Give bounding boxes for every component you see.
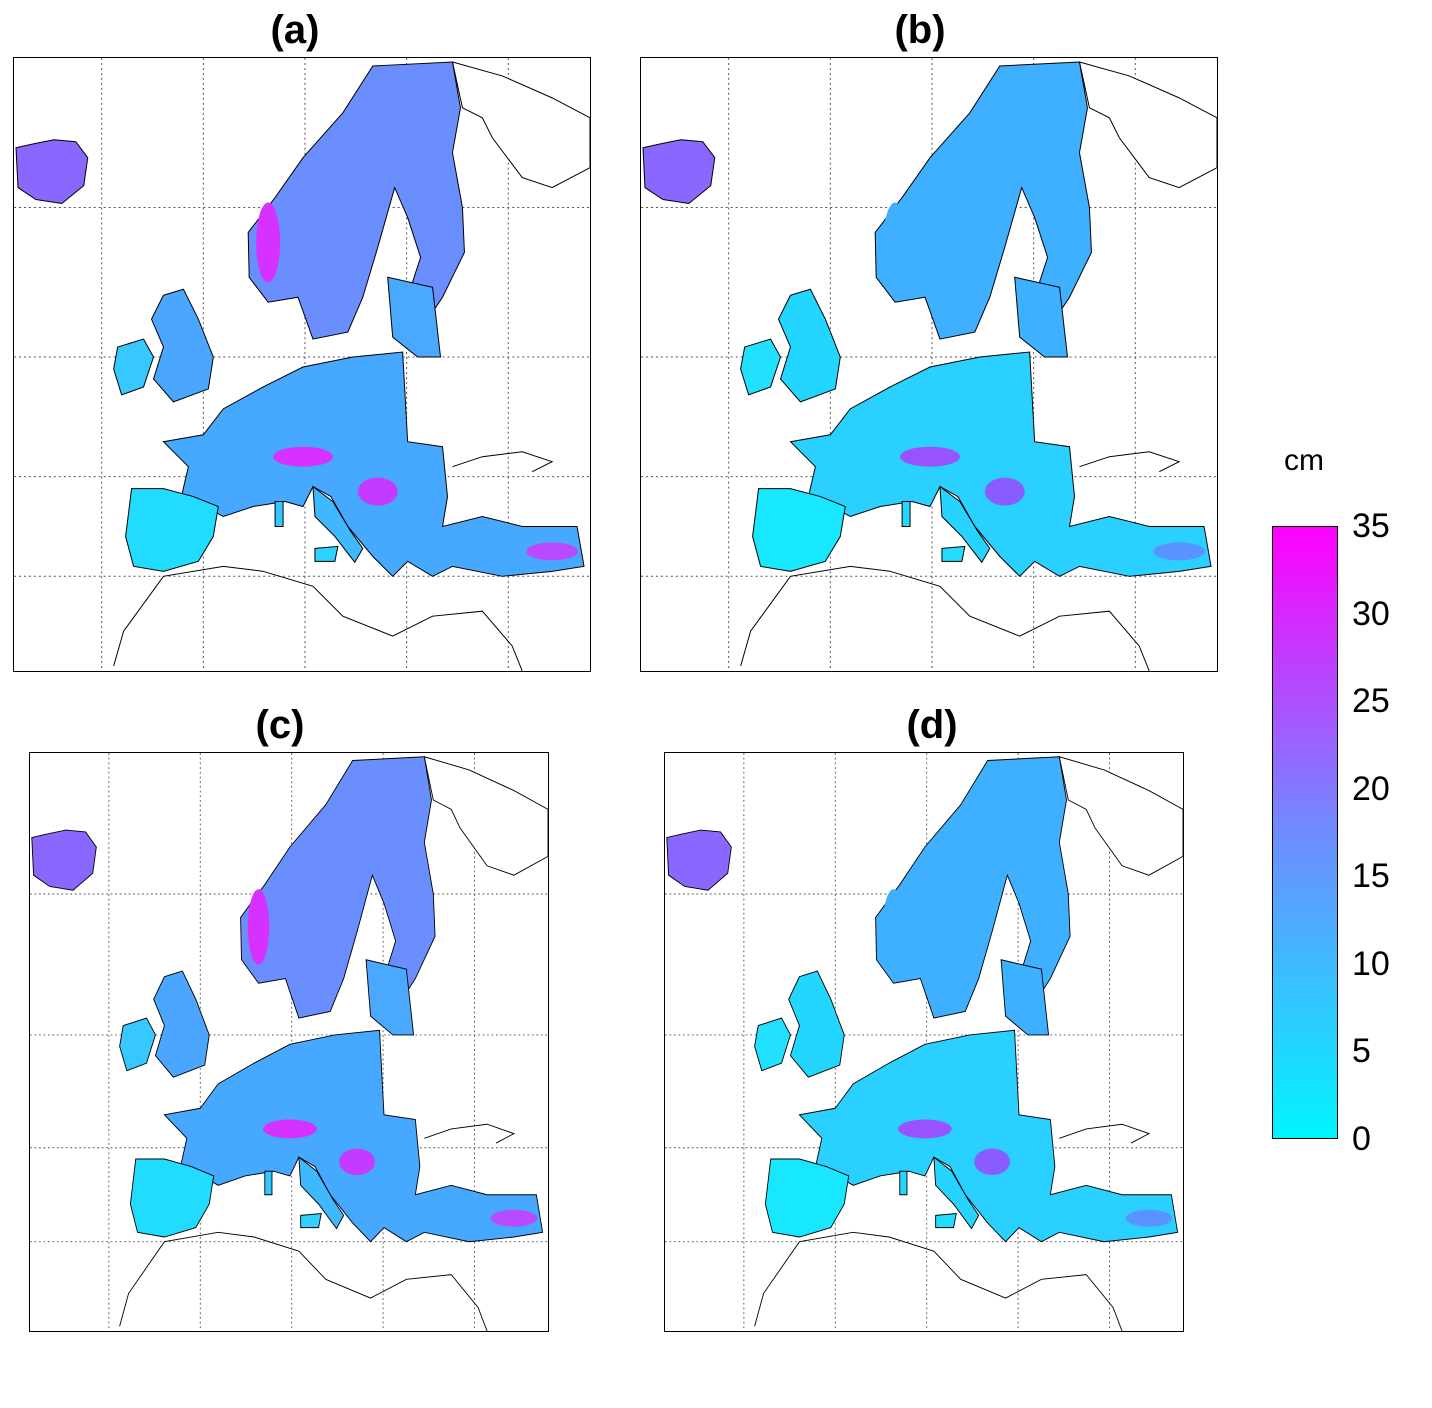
region-iceland [642, 139, 716, 205]
region-corsica [274, 501, 284, 527]
coastline [740, 565, 1150, 671]
coastline [1058, 756, 1183, 876]
region-europe [789, 351, 1212, 578]
colorbar-tick-label: 5 [1352, 1032, 1371, 1071]
region-britain [153, 970, 210, 1078]
colorbar-tick-label: 0 [1352, 1120, 1371, 1158]
coastline [1079, 451, 1181, 473]
map-panel-b [640, 57, 1218, 672]
region-iberia [752, 488, 846, 572]
region-iceland [15, 139, 89, 205]
region-baltic [1000, 959, 1050, 1036]
hotspot-alps [900, 446, 960, 467]
hotspot-caucasus [526, 542, 579, 561]
hotspot-balkans [984, 477, 1025, 506]
hotspot-alps [898, 1119, 952, 1139]
coastline [1078, 61, 1217, 189]
region-ireland [754, 1017, 791, 1072]
coastline [754, 1231, 1123, 1331]
hotspot-balkans [974, 1148, 1011, 1175]
region-iceland [31, 829, 97, 891]
map-svg [14, 58, 590, 671]
colorbar-tick-label: 10 [1352, 944, 1390, 983]
panel-title-b: (b) [894, 8, 946, 52]
region-britain [777, 288, 841, 403]
hotspot-balkans [339, 1148, 376, 1175]
map-panel-c [29, 752, 549, 1332]
coastline [1059, 1123, 1151, 1144]
colorbar-unit-label: cm [1284, 444, 1324, 477]
region-sicily [314, 545, 339, 562]
region-italy [939, 485, 991, 564]
map-svg [30, 753, 548, 1331]
panel-title-a: (a) [270, 8, 320, 52]
hotspot-norway [883, 202, 908, 283]
region-sicily [935, 1212, 957, 1229]
map-svg [641, 58, 1217, 671]
region-corsica [901, 501, 911, 527]
region-europe [798, 1029, 1179, 1243]
region-italy [933, 1156, 980, 1230]
hotspot-norway [256, 202, 281, 283]
colorbar-tick-label: 35 [1352, 507, 1390, 545]
hotspot-caucasus [1153, 542, 1206, 561]
panel-title-c: (c) [255, 703, 305, 747]
region-britain [150, 288, 214, 403]
region-iceland [666, 829, 732, 891]
colorbar-tick-label: 30 [1352, 594, 1390, 633]
region-iberia [125, 488, 219, 572]
panel-title-d: (d) [906, 703, 958, 747]
coastline [113, 565, 523, 671]
coastline [424, 1123, 516, 1144]
region-europe [163, 1029, 544, 1243]
region-europe [162, 351, 585, 578]
map-panel-d [664, 752, 1184, 1332]
region-iberia [764, 1158, 850, 1238]
region-iberia [129, 1158, 215, 1238]
hotspot-alps [273, 446, 333, 467]
colorbar [1272, 526, 1338, 1139]
coastline [423, 756, 548, 876]
region-corsica [264, 1170, 273, 1196]
region-ireland [113, 338, 155, 396]
map-panel-a [13, 57, 591, 672]
region-britain [788, 970, 845, 1078]
hotspot-caucasus [490, 1209, 538, 1227]
colorbar-tick-label: 20 [1352, 769, 1390, 808]
coastline [452, 451, 554, 473]
region-baltic [1014, 276, 1069, 358]
coastline [451, 61, 590, 189]
region-baltic [365, 959, 415, 1036]
region-ireland [740, 338, 782, 396]
coastline [119, 1231, 488, 1331]
region-ireland [119, 1017, 156, 1072]
colorbar-tick-label: 15 [1352, 857, 1390, 896]
colorbar-tick-label: 25 [1352, 682, 1390, 721]
hotspot-norway [882, 889, 905, 965]
hotspot-balkans [357, 477, 398, 506]
region-corsica [899, 1170, 908, 1196]
region-baltic [387, 276, 442, 358]
map-svg [665, 753, 1183, 1331]
hotspot-caucasus [1125, 1209, 1173, 1227]
region-italy [312, 485, 364, 564]
hotspot-norway [247, 889, 270, 965]
region-sicily [300, 1212, 322, 1229]
region-italy [298, 1156, 345, 1230]
region-sicily [941, 545, 966, 562]
hotspot-alps [263, 1119, 317, 1139]
